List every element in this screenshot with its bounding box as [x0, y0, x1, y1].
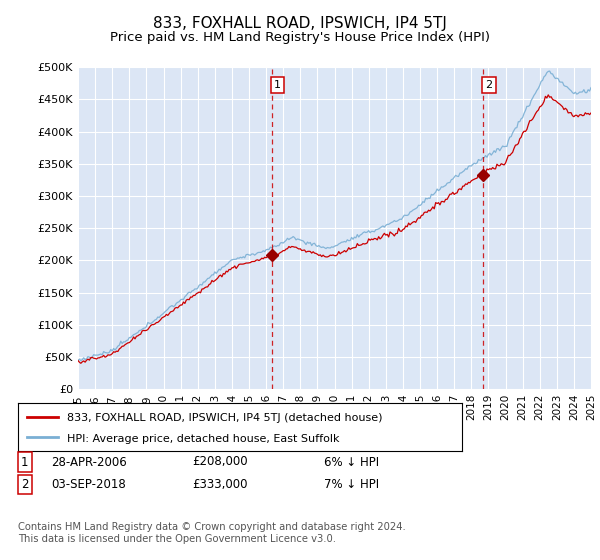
Text: HPI: Average price, detached house, East Suffolk: HPI: Average price, detached house, East…	[67, 435, 340, 445]
Text: 1: 1	[274, 80, 281, 90]
Text: 2: 2	[485, 80, 493, 90]
Text: £208,000: £208,000	[192, 455, 248, 469]
Text: 6% ↓ HPI: 6% ↓ HPI	[324, 455, 379, 469]
Text: 28-APR-2006: 28-APR-2006	[51, 455, 127, 469]
Text: Price paid vs. HM Land Registry's House Price Index (HPI): Price paid vs. HM Land Registry's House …	[110, 31, 490, 44]
Text: 2: 2	[21, 478, 29, 491]
Text: 7% ↓ HPI: 7% ↓ HPI	[324, 478, 379, 491]
Text: 833, FOXHALL ROAD, IPSWICH, IP4 5TJ: 833, FOXHALL ROAD, IPSWICH, IP4 5TJ	[153, 16, 447, 31]
Bar	[272, 67, 483, 389]
Text: 03-SEP-2018: 03-SEP-2018	[51, 478, 126, 491]
Text: 1: 1	[21, 455, 29, 469]
Text: £333,000: £333,000	[192, 478, 248, 491]
Text: 833, FOXHALL ROAD, IPSWICH, IP4 5TJ (detached house): 833, FOXHALL ROAD, IPSWICH, IP4 5TJ (det…	[67, 413, 382, 423]
Text: Contains HM Land Registry data © Crown copyright and database right 2024.
This d: Contains HM Land Registry data © Crown c…	[18, 522, 406, 544]
